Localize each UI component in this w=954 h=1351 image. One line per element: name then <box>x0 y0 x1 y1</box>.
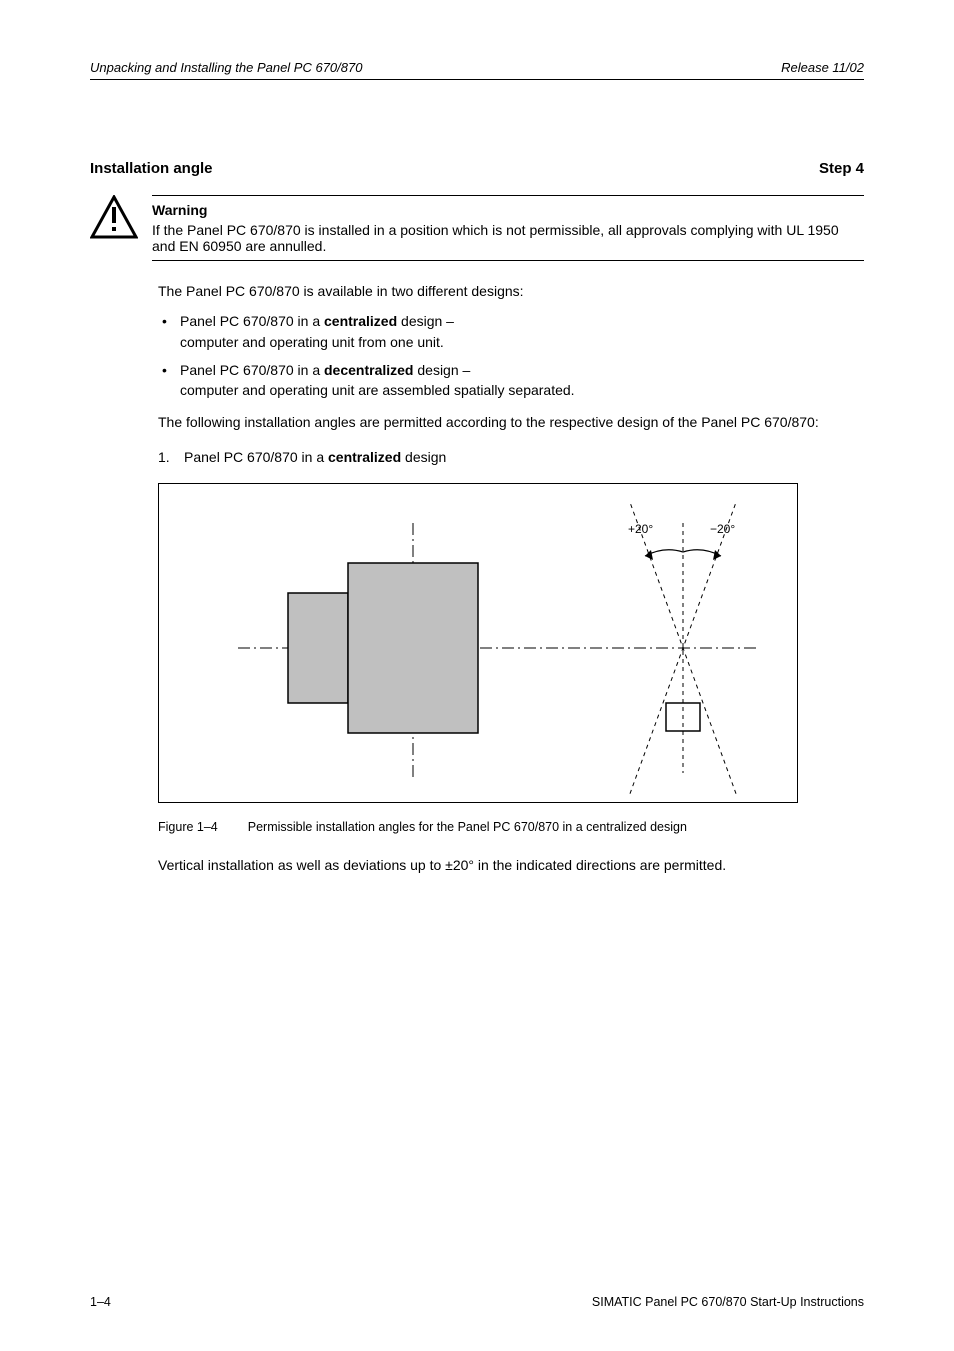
figure-caption: Figure 1–4 Permissible installation angl… <box>158 818 864 836</box>
bullet-text: design – <box>397 313 454 329</box>
section-title: Installation angle <box>90 160 213 177</box>
warning-body: If the Panel PC 670/870 is installed in … <box>152 222 864 254</box>
num-text: Panel PC 670/870 in a <box>184 449 328 465</box>
bullet-text: design – <box>413 362 470 378</box>
svg-text:+20°: +20° <box>628 522 653 536</box>
warning-title: Warning <box>152 202 864 218</box>
num-text: design <box>401 449 446 465</box>
design-bullets: Panel PC 670/870 in a centralized design… <box>158 311 864 400</box>
figure-diagram: +20° −20° <box>158 483 864 808</box>
page-header: Unpacking and Installing the Panel PC 67… <box>90 60 864 80</box>
bullet-bold: centralized <box>324 313 397 329</box>
para-following: The following installation angles are pe… <box>158 412 864 432</box>
number-label: 1. <box>158 447 170 467</box>
installation-angle-diagram: +20° −20° <box>158 483 798 803</box>
warning-text: Warning If the Panel PC 670/870 is insta… <box>152 195 864 261</box>
bullet-bold: decentralized <box>324 362 413 378</box>
bullet-text: Panel PC 670/870 in a <box>180 313 324 329</box>
numbered-list: 1. Panel PC 670/870 in a centralized des… <box>158 447 864 467</box>
closing-paragraph: Vertical installation as well as deviati… <box>158 855 864 875</box>
warning-block: Warning If the Panel PC 670/870 is insta… <box>90 195 864 261</box>
list-item: Panel PC 670/870 in a centralized design… <box>158 311 864 352</box>
intro-paragraph: The Panel PC 670/870 is available in two… <box>158 281 864 301</box>
svg-text:−20°: −20° <box>710 522 735 536</box>
page-footer: 1–4 SIMATIC Panel PC 670/870 Start-Up In… <box>90 1295 864 1309</box>
section-step: Step 4 <box>819 160 864 177</box>
header-right: Release 11/02 <box>781 60 864 75</box>
header-left: Unpacking and Installing the Panel PC 67… <box>90 60 362 75</box>
list-item: Panel PC 670/870 in a decentralized desi… <box>158 360 864 401</box>
bullet-line2: computer and operating unit from one uni… <box>180 334 444 350</box>
bullet-line2: computer and operating unit are assemble… <box>180 382 575 398</box>
figure-number: Figure 1–4 <box>158 818 218 836</box>
figure-caption-text: Permissible installation angles for the … <box>248 818 687 836</box>
section-heading: Installation angle Step 4 <box>90 160 864 177</box>
num-bold: centralized <box>328 449 401 465</box>
list-item: 1. Panel PC 670/870 in a centralized des… <box>158 447 864 467</box>
bullet-text: Panel PC 670/870 in a <box>180 362 324 378</box>
body-content: The Panel PC 670/870 is available in two… <box>158 281 864 875</box>
footer-page-number: 1–4 <box>90 1295 111 1309</box>
warning-icon <box>90 195 138 242</box>
footer-doc-title: SIMATIC Panel PC 670/870 Start-Up Instru… <box>592 1295 864 1309</box>
